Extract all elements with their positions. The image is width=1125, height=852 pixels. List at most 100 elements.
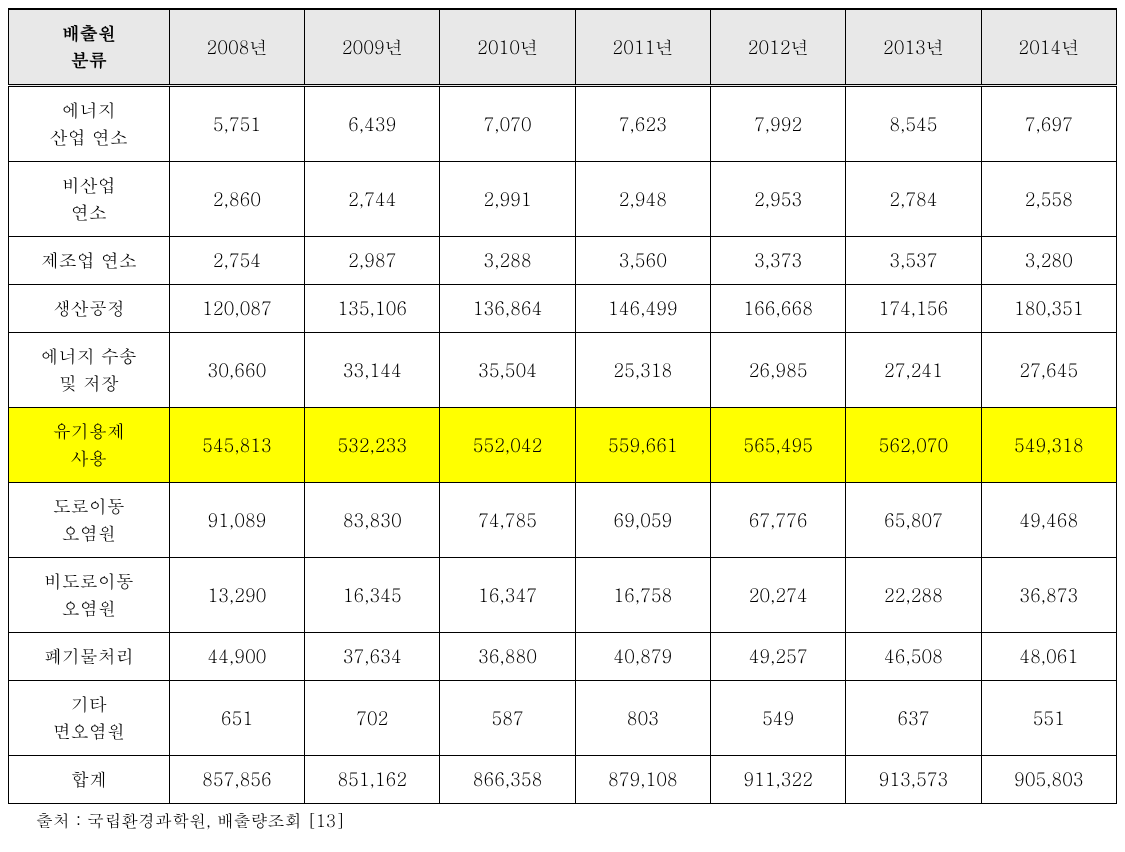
data-cell: 7,697 [981,86,1116,162]
data-cell: 33,144 [305,333,440,408]
data-cell: 803 [575,681,710,756]
row-label-cell: 생산공정 [9,285,170,333]
data-cell: 3,373 [711,237,846,285]
emissions-table: 배출원분류2008년2009년2010년2011년2012년2013년2014년… [8,8,1117,804]
table-row: 에너지 수송및 저장30,66033,14435,50425,31826,985… [9,333,1117,408]
data-cell: 180,351 [981,285,1116,333]
row-label-cell: 합계 [9,756,170,804]
data-cell: 37,634 [305,633,440,681]
data-cell: 13,290 [169,558,304,633]
table-row: 합계857,856851,162866,358879,108911,322913… [9,756,1117,804]
data-cell: 3,560 [575,237,710,285]
data-cell: 702 [305,681,440,756]
data-cell: 49,468 [981,483,1116,558]
data-cell: 2,953 [711,162,846,237]
table-row: 생산공정120,087135,106136,864146,499166,6681… [9,285,1117,333]
data-cell: 16,758 [575,558,710,633]
data-cell: 166,668 [711,285,846,333]
data-cell: 532,233 [305,408,440,483]
data-cell: 49,257 [711,633,846,681]
header-row: 배출원분류2008년2009년2010년2011년2012년2013년2014년 [9,9,1117,86]
data-cell: 551 [981,681,1116,756]
table-row: 에너지산업 연소5,7516,4397,0707,6237,9928,5457,… [9,86,1117,162]
data-cell: 48,061 [981,633,1116,681]
data-cell: 637 [846,681,981,756]
data-cell: 120,087 [169,285,304,333]
data-cell: 6,439 [305,86,440,162]
data-cell: 65,807 [846,483,981,558]
data-cell: 2,558 [981,162,1116,237]
data-cell: 7,623 [575,86,710,162]
data-cell: 3,280 [981,237,1116,285]
data-cell: 3,537 [846,237,981,285]
data-cell: 91,089 [169,483,304,558]
data-cell: 83,830 [305,483,440,558]
data-cell: 2,754 [169,237,304,285]
table-row: 도로이동오염원91,08983,83074,78569,05967,77665,… [9,483,1117,558]
table-body: 에너지산업 연소5,7516,4397,0707,6237,9928,5457,… [9,86,1117,804]
data-cell: 67,776 [711,483,846,558]
header-year-cell: 2011년 [575,9,710,86]
data-cell: 69,059 [575,483,710,558]
data-cell: 2,948 [575,162,710,237]
row-label-cell: 기타면오염원 [9,681,170,756]
table-row: 비도로이동오염원13,29016,34516,34716,75820,27422… [9,558,1117,633]
data-cell: 8,545 [846,86,981,162]
data-cell: 549 [711,681,846,756]
table-row: 폐기물처리44,90037,63436,88040,87949,25746,50… [9,633,1117,681]
data-cell: 911,322 [711,756,846,804]
data-cell: 22,288 [846,558,981,633]
data-cell: 16,347 [440,558,575,633]
row-label-cell: 비산업연소 [9,162,170,237]
table-header: 배출원분류2008년2009년2010년2011년2012년2013년2014년 [9,9,1117,86]
header-year-cell: 2012년 [711,9,846,86]
data-cell: 135,106 [305,285,440,333]
data-cell: 36,880 [440,633,575,681]
data-cell: 2,987 [305,237,440,285]
row-label-cell: 유기용제사용 [9,408,170,483]
data-cell: 7,992 [711,86,846,162]
data-cell: 174,156 [846,285,981,333]
header-year-cell: 2010년 [440,9,575,86]
data-cell: 136,864 [440,285,575,333]
data-cell: 27,241 [846,333,981,408]
data-cell: 2,860 [169,162,304,237]
data-cell: 35,504 [440,333,575,408]
row-label-cell: 도로이동오염원 [9,483,170,558]
data-cell: 40,879 [575,633,710,681]
data-cell: 26,985 [711,333,846,408]
data-cell: 565,495 [711,408,846,483]
data-cell: 559,661 [575,408,710,483]
row-label-cell: 에너지산업 연소 [9,86,170,162]
header-year-cell: 2009년 [305,9,440,86]
data-cell: 44,900 [169,633,304,681]
data-cell: 16,345 [305,558,440,633]
data-cell: 5,751 [169,86,304,162]
data-cell: 7,070 [440,86,575,162]
data-cell: 2,744 [305,162,440,237]
data-cell: 562,070 [846,408,981,483]
data-cell: 2,784 [846,162,981,237]
data-cell: 857,856 [169,756,304,804]
header-label-cell: 배출원분류 [9,9,170,86]
table-row: 비산업연소2,8602,7442,9912,9482,9532,7842,558 [9,162,1117,237]
data-cell: 2,991 [440,162,575,237]
header-year-cell: 2008년 [169,9,304,86]
data-cell: 905,803 [981,756,1116,804]
data-cell: 3,288 [440,237,575,285]
header-year-cell: 2013년 [846,9,981,86]
data-cell: 879,108 [575,756,710,804]
data-cell: 46,508 [846,633,981,681]
source-footnote: 출처 : 국립환경과학원, 배출량조회 [13] [36,808,1117,832]
data-cell: 549,318 [981,408,1116,483]
data-cell: 146,499 [575,285,710,333]
table-row: 유기용제사용545,813532,233552,042559,661565,49… [9,408,1117,483]
data-cell: 30,660 [169,333,304,408]
data-cell: 851,162 [305,756,440,804]
row-label-cell: 폐기물처리 [9,633,170,681]
row-label-cell: 제조업 연소 [9,237,170,285]
table-row: 기타면오염원651702587803549637551 [9,681,1117,756]
data-cell: 866,358 [440,756,575,804]
row-label-cell: 에너지 수송및 저장 [9,333,170,408]
data-cell: 552,042 [440,408,575,483]
